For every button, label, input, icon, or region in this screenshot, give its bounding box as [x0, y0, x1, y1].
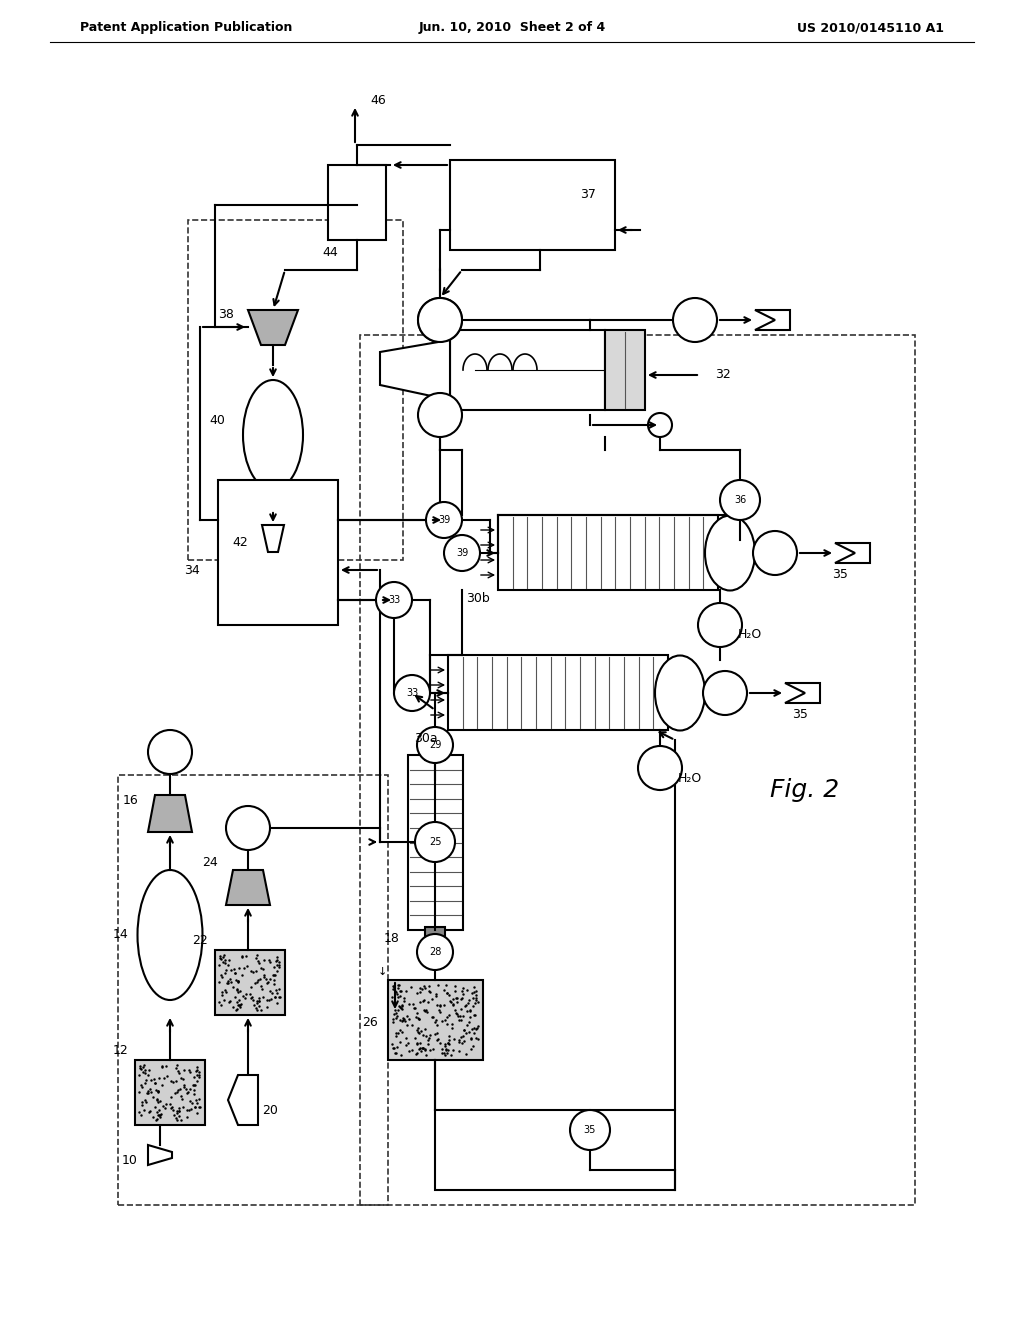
Text: 26: 26: [362, 1015, 378, 1028]
Text: 24: 24: [203, 855, 218, 869]
Ellipse shape: [243, 380, 303, 490]
Bar: [408, 755, 463, 931]
Polygon shape: [755, 310, 790, 330]
Text: US 2010/0145110 A1: US 2010/0145110 A1: [797, 21, 944, 34]
Bar: [435, 1110, 675, 1191]
Bar: [218, 480, 338, 624]
Text: H₂O: H₂O: [738, 628, 762, 642]
Text: Patent Application Publication: Patent Application Publication: [80, 21, 293, 34]
Polygon shape: [248, 310, 298, 345]
Polygon shape: [835, 543, 870, 564]
Text: 22: 22: [193, 933, 208, 946]
Circle shape: [638, 746, 682, 789]
Text: 36: 36: [734, 495, 746, 506]
Circle shape: [417, 935, 453, 970]
Text: 28: 28: [429, 946, 441, 957]
Text: 14: 14: [113, 928, 128, 941]
Polygon shape: [262, 525, 284, 552]
Circle shape: [226, 807, 270, 850]
Circle shape: [673, 298, 717, 342]
Text: 35: 35: [792, 709, 808, 722]
Circle shape: [753, 531, 797, 576]
Bar: [450, 330, 605, 411]
Text: Jun. 10, 2010  Sheet 2 of 4: Jun. 10, 2010 Sheet 2 of 4: [419, 21, 605, 34]
Text: 33: 33: [388, 595, 400, 605]
Circle shape: [376, 582, 412, 618]
Polygon shape: [785, 682, 820, 704]
Circle shape: [698, 603, 742, 647]
Text: 44: 44: [322, 246, 338, 259]
Circle shape: [417, 727, 453, 763]
Bar: [449, 655, 668, 730]
Bar: [425, 927, 445, 937]
Text: 10: 10: [122, 1154, 138, 1167]
Ellipse shape: [705, 516, 755, 590]
Bar: [135, 1060, 205, 1125]
Bar: [425, 750, 445, 760]
Text: 42: 42: [232, 536, 248, 549]
Text: ↓: ↓: [377, 968, 387, 977]
Text: 46: 46: [370, 94, 386, 107]
Text: 12: 12: [113, 1044, 128, 1056]
Circle shape: [426, 502, 462, 539]
Text: 29: 29: [429, 741, 441, 750]
Text: 35: 35: [584, 1125, 596, 1135]
Circle shape: [415, 822, 455, 862]
Text: 30a: 30a: [415, 731, 438, 744]
Text: 40: 40: [209, 413, 225, 426]
Bar: [450, 160, 615, 249]
Circle shape: [570, 1110, 610, 1150]
Circle shape: [418, 298, 462, 342]
Polygon shape: [228, 1074, 258, 1125]
Circle shape: [444, 535, 480, 572]
Text: 34: 34: [184, 564, 200, 577]
Circle shape: [394, 675, 430, 711]
Ellipse shape: [655, 656, 705, 730]
Text: 38: 38: [218, 309, 234, 322]
Bar: [215, 950, 285, 1015]
Circle shape: [418, 393, 462, 437]
Bar: [388, 979, 483, 1060]
Polygon shape: [148, 1144, 172, 1166]
Circle shape: [648, 413, 672, 437]
Bar: [328, 165, 386, 240]
Bar: [188, 220, 403, 560]
Ellipse shape: [137, 870, 203, 1001]
Polygon shape: [380, 341, 450, 400]
Circle shape: [720, 480, 760, 520]
Bar: [605, 330, 645, 411]
Text: 20: 20: [262, 1104, 278, 1117]
Circle shape: [418, 298, 462, 342]
Bar: [360, 335, 915, 1205]
Text: 33: 33: [406, 688, 418, 698]
Text: 35: 35: [833, 569, 848, 582]
Circle shape: [703, 671, 746, 715]
Polygon shape: [226, 870, 270, 906]
Text: Fig. 2: Fig. 2: [770, 777, 839, 803]
Text: 39: 39: [438, 515, 451, 525]
Text: 39: 39: [456, 548, 468, 558]
Text: 37: 37: [580, 189, 596, 202]
Text: 25: 25: [429, 837, 441, 847]
Bar: [118, 775, 388, 1205]
Text: 30b: 30b: [466, 591, 490, 605]
Polygon shape: [148, 795, 193, 832]
Text: 32: 32: [715, 368, 731, 381]
Text: 18: 18: [384, 932, 400, 945]
Text: H₂O: H₂O: [678, 771, 702, 784]
Bar: [498, 515, 718, 590]
Circle shape: [148, 730, 193, 774]
Text: 16: 16: [122, 793, 138, 807]
